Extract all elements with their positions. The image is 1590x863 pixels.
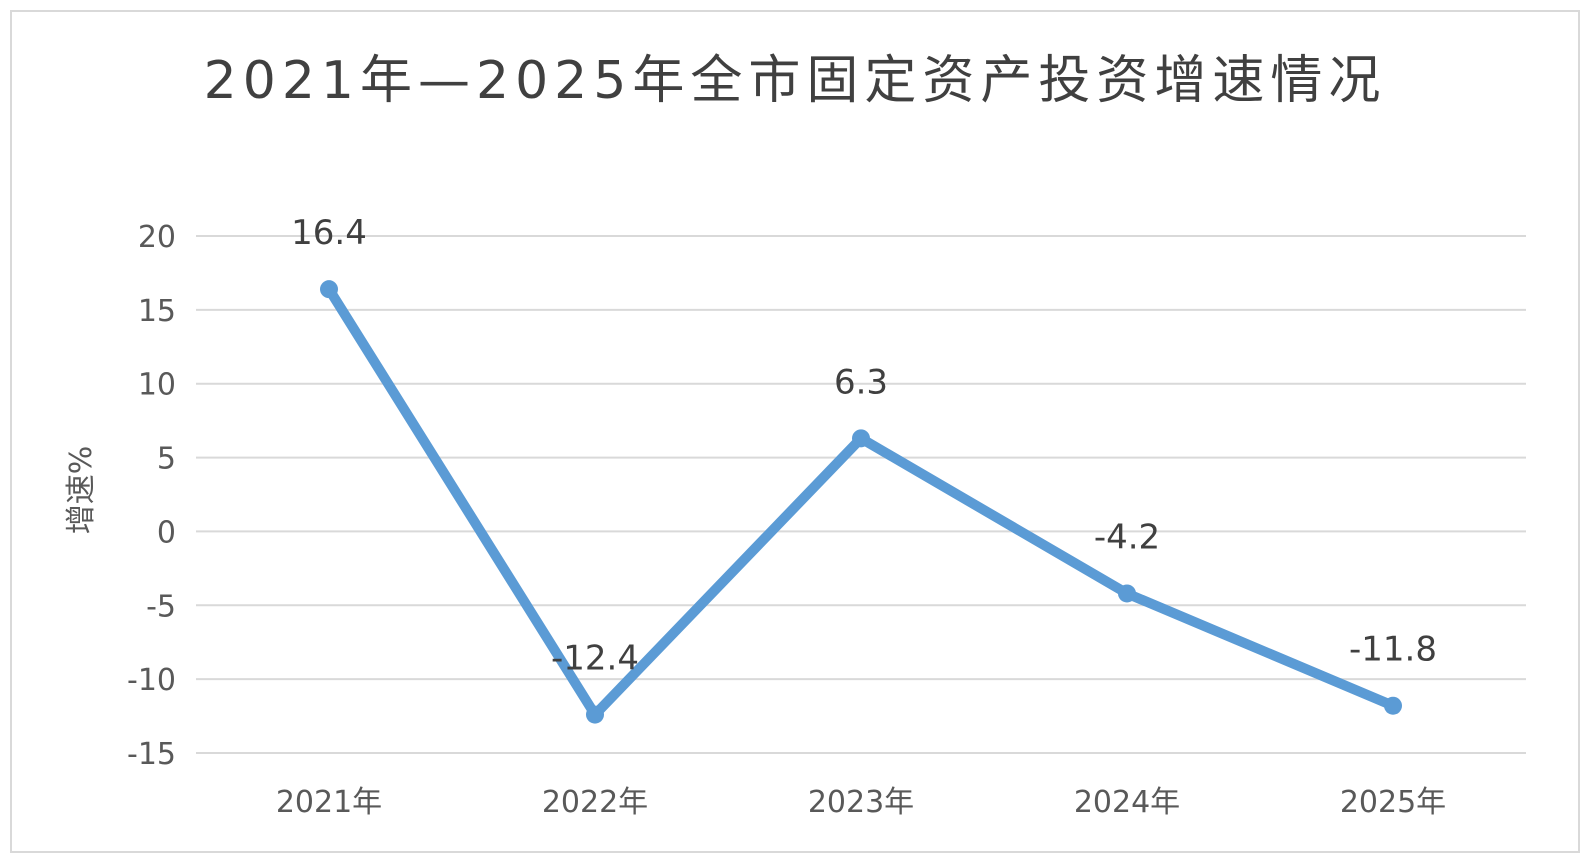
data-labels: 16.4 -12.4 6.3 -4.2 -11.8 [291, 213, 1437, 678]
data-point [852, 429, 870, 448]
data-label: 6.3 [834, 362, 888, 402]
y-tick-label: 5 [157, 442, 176, 477]
y-tick-label: -10 [127, 663, 176, 698]
gridlines [196, 235, 1526, 754]
data-point [1118, 584, 1136, 603]
data-point [320, 280, 338, 299]
series-line [324, 284, 1398, 720]
data-point [586, 705, 604, 724]
x-tick-label: 2025年 [1340, 785, 1446, 820]
data-label: -4.2 [1094, 517, 1160, 557]
x-tick-label: 2023年 [808, 785, 914, 820]
y-tick-label: 20 [138, 220, 176, 255]
chart-frame [10, 10, 1580, 853]
x-tick-label: 2022年 [542, 785, 648, 820]
x-tick-label: 2024年 [1074, 785, 1180, 820]
y-tick-label: 10 [138, 368, 176, 403]
y-tick-label: 0 [157, 515, 176, 550]
data-label: -12.4 [551, 639, 639, 679]
data-label: -11.8 [1349, 630, 1437, 670]
y-axis-ticks: 20 15 10 5 0 -5 -10 -15 [127, 220, 176, 772]
data-point [1384, 696, 1402, 715]
y-tick-label: 15 [138, 294, 176, 329]
y-tick-label: -5 [146, 589, 176, 624]
x-tick-label: 2021年 [276, 785, 382, 820]
x-axis-ticks: 2021年 2022年 2023年 2024年 2025年 [276, 785, 1446, 820]
chart-title: 2021年—2025年全市固定资产投资增速情况 [203, 51, 1387, 111]
series-layer [320, 280, 1402, 724]
data-label: 16.4 [291, 213, 367, 253]
y-tick-label: -15 [127, 737, 176, 772]
